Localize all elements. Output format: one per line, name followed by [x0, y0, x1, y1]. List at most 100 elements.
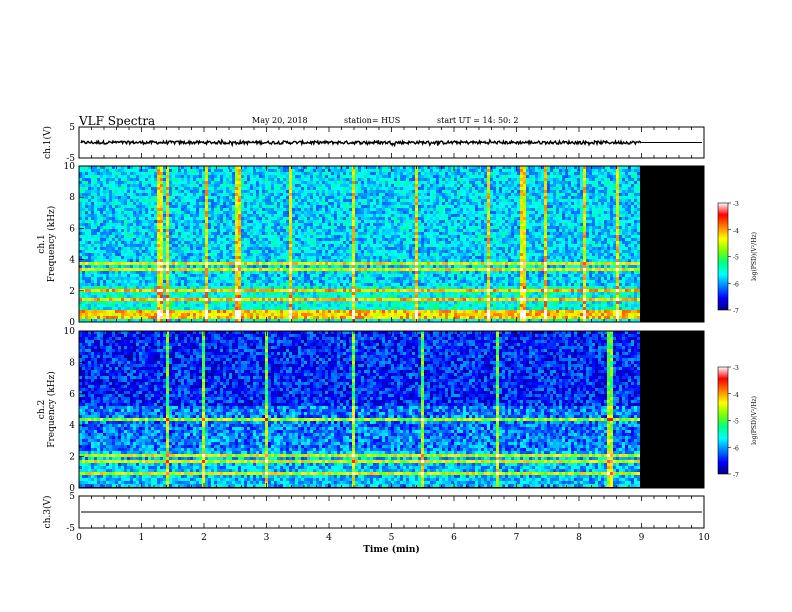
spectrogram-cell	[595, 172, 598, 175]
spectrogram-cell	[307, 208, 310, 211]
spectrogram-cell	[358, 235, 361, 238]
spectrogram-cell	[583, 190, 586, 193]
spectrogram-cell	[139, 208, 142, 211]
spectrogram-cell	[346, 217, 349, 220]
spectrogram-cell	[196, 199, 199, 202]
spectrogram-cell	[340, 238, 343, 241]
spectrogram-cell	[148, 238, 151, 241]
spectrogram-cell	[187, 205, 190, 208]
spectrogram-cell	[394, 238, 397, 241]
spectrogram-cell	[625, 205, 628, 208]
spectrogram-cell	[580, 205, 583, 208]
spectrogram-cell	[472, 169, 475, 172]
spectrogram-cell	[259, 214, 262, 217]
spectrogram-cell	[103, 196, 106, 199]
spectrogram-cell	[142, 238, 145, 241]
spectrogram-cell	[568, 175, 571, 178]
spectrogram-cell	[262, 217, 265, 220]
spectrogram-cell	[289, 220, 292, 223]
spectrogram-cell	[340, 184, 343, 187]
spectrogram-cell	[598, 184, 601, 187]
spectrogram-cell	[298, 187, 301, 190]
spectrogram-cell	[229, 172, 232, 175]
spectrogram-cell	[604, 214, 607, 217]
spectrogram-cell	[208, 178, 211, 181]
spectrogram-cell	[235, 238, 238, 241]
spectrogram-cell	[97, 181, 100, 184]
spectrogram-cell	[583, 181, 586, 184]
spectrogram-cell	[364, 211, 367, 214]
spectrogram-cell	[619, 229, 622, 232]
spectrogram-cell	[241, 229, 244, 232]
spectrogram-cell	[598, 175, 601, 178]
spectrogram-cell	[238, 232, 241, 235]
spectrogram-cell	[628, 217, 631, 220]
y-axis-label: ch.1(V)	[42, 126, 53, 159]
spectrogram-cell	[448, 172, 451, 175]
spectrogram-cell	[148, 235, 151, 238]
spectrogram-cell	[118, 196, 121, 199]
spectrogram-cell	[391, 205, 394, 208]
spectrogram-cell	[556, 202, 559, 205]
spectrogram-cell	[343, 232, 346, 235]
spectrogram-cell	[406, 190, 409, 193]
spectrogram-cell	[391, 202, 394, 205]
spectrogram-cell	[595, 223, 598, 226]
spectrogram-cell	[271, 199, 274, 202]
spectrogram-cell	[580, 199, 583, 202]
spectrogram-cell	[634, 238, 637, 241]
spectrogram-cell	[484, 202, 487, 205]
spectrogram-cell	[100, 166, 103, 169]
spectrogram-cell	[238, 229, 241, 232]
spectrogram-cell	[532, 214, 535, 217]
spectrogram-cell	[106, 226, 109, 229]
spectrogram-cell	[466, 202, 469, 205]
spectrogram-cell	[511, 208, 514, 211]
spectrogram-cell	[394, 169, 397, 172]
spectrogram-cell	[139, 184, 142, 187]
spectrogram-cell	[508, 184, 511, 187]
spectrogram-cell	[337, 184, 340, 187]
spectrogram-cell	[502, 220, 505, 223]
spectrogram-cell	[424, 223, 427, 226]
spectrogram-cell	[223, 166, 226, 169]
spectrogram-cell	[208, 181, 211, 184]
spectrogram-cell	[463, 238, 466, 241]
spectrogram-cell	[160, 172, 163, 175]
spectrogram-cell	[205, 217, 208, 220]
spectrogram-cell	[139, 196, 142, 199]
spectrogram-cell	[127, 223, 130, 226]
spectrogram-cell	[328, 169, 331, 172]
spectrogram-cell	[211, 211, 214, 214]
spectrogram-cell	[466, 208, 469, 211]
spectrogram-cell	[604, 196, 607, 199]
spectrogram-cell	[418, 178, 421, 181]
spectrogram-cell	[283, 193, 286, 196]
spectrogram-cell	[205, 184, 208, 187]
spectrogram-cell	[469, 223, 472, 226]
spectrogram-cell	[373, 193, 376, 196]
spectrogram-cell	[556, 193, 559, 196]
spectrogram-cell	[499, 238, 502, 241]
spectrogram-cell	[577, 178, 580, 181]
spectrogram-cell	[196, 220, 199, 223]
spectrogram-cell	[226, 187, 229, 190]
spectrogram-cell	[388, 172, 391, 175]
spectrogram-cell	[133, 214, 136, 217]
spectrogram-cell	[595, 241, 598, 244]
spectrogram-cell	[631, 220, 634, 223]
spectrogram-cell	[511, 181, 514, 184]
spectrogram-cell	[157, 208, 160, 211]
spectrogram-cell	[271, 181, 274, 184]
spectrogram-cell	[394, 220, 397, 223]
spectrogram-cell	[628, 175, 631, 178]
spectrogram-cell	[568, 241, 571, 244]
spectrogram-cell	[433, 229, 436, 232]
spectrogram-cell	[517, 238, 520, 241]
spectrogram-cell	[436, 208, 439, 211]
spectrogram-cell	[454, 199, 457, 202]
spectrogram-cell	[457, 238, 460, 241]
spectrogram-cell	[496, 241, 499, 244]
spectrogram-cell	[352, 166, 355, 169]
spectrogram-cell	[589, 187, 592, 190]
